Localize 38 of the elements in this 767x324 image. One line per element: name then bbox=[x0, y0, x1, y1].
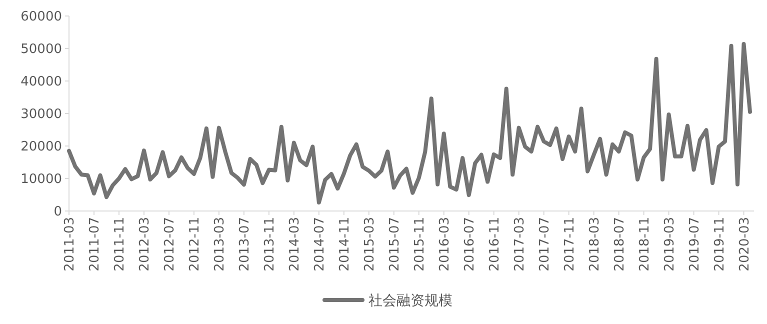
x-tick-label: 2016-03 bbox=[437, 217, 452, 272]
legend-label: 社会融资规模 bbox=[368, 293, 452, 309]
x-tick-label: 2016-07 bbox=[462, 217, 478, 272]
x-tick-label: 2011-03 bbox=[62, 217, 78, 272]
x-tick-label: 2019-03 bbox=[662, 217, 678, 272]
line-series bbox=[67, 42, 752, 205]
x-tick-label: 2014-07 bbox=[312, 217, 328, 272]
x-tick-label: 2017-03 bbox=[512, 217, 528, 272]
x-tick-label: 2014-03 bbox=[287, 217, 302, 272]
y-tick-label: 30000 bbox=[20, 107, 62, 122]
legend: 社会融资规模 bbox=[322, 293, 452, 309]
y-tick-label: 10000 bbox=[20, 172, 62, 187]
y-tick-label: 60000 bbox=[20, 10, 62, 24]
y-tick-label: 40000 bbox=[20, 74, 62, 90]
x-tick-label: 2018-11 bbox=[637, 217, 652, 272]
x-tick-label: 2013-03 bbox=[212, 217, 228, 272]
x-tick-label: 2020-03 bbox=[737, 217, 752, 272]
x-tick-label: 2011-07 bbox=[87, 217, 102, 272]
x-tick-label: 2015-03 bbox=[362, 217, 378, 272]
y-tick-label: 20000 bbox=[20, 140, 62, 154]
x-tick-label: 2013-07 bbox=[237, 217, 252, 272]
y-tick-label: 50000 bbox=[20, 42, 62, 57]
x-tick-label: 2019-11 bbox=[712, 217, 728, 272]
x-tick-label: 2012-07 bbox=[162, 217, 178, 272]
x-tick-label: 2015-07 bbox=[387, 217, 402, 272]
x-tick-label: 2016-11 bbox=[487, 217, 502, 272]
x-tick-label: 2018-07 bbox=[612, 217, 628, 272]
x-tick-label: 2017-11 bbox=[562, 217, 578, 272]
x-tick-label: 2012-11 bbox=[187, 217, 202, 272]
x-tick-label: 2013-11 bbox=[262, 217, 278, 272]
x-tick-label: 2014-11 bbox=[337, 217, 352, 272]
y-tick-label: 0 bbox=[54, 204, 62, 220]
x-tick-label: 2019-07 bbox=[687, 217, 702, 272]
x-tick-label: 2012-03 bbox=[137, 217, 152, 272]
x-tick-label: 2011-11 bbox=[112, 217, 128, 272]
x-tick-label: 2018-03 bbox=[587, 217, 602, 272]
x-tick-label: 2017-07 bbox=[537, 217, 552, 272]
x-tick-label: 2015-11 bbox=[412, 217, 428, 272]
